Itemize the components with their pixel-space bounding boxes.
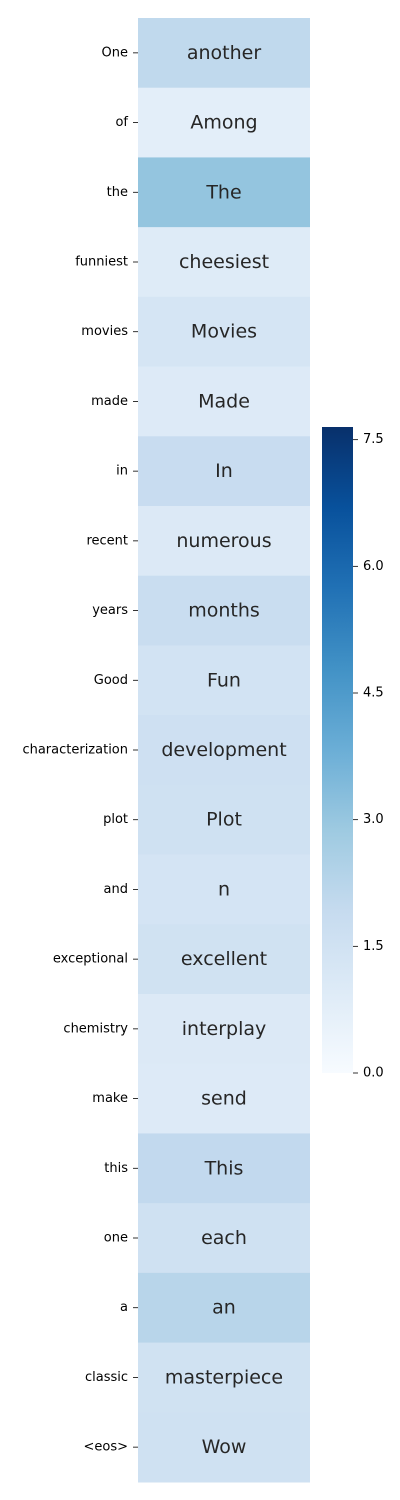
y-tick-label: exceptional bbox=[53, 952, 128, 967]
y-tick-label: funniest bbox=[75, 255, 128, 270]
heatmap-cell bbox=[138, 296, 310, 368]
y-tick-label: years bbox=[92, 603, 128, 618]
heatmap-cell bbox=[138, 227, 310, 298]
colorbar-tick-label: 7.5 bbox=[363, 432, 384, 447]
colorbar: 0.0 1.5 3.0 4.5 6.0 7.5 bbox=[322, 427, 384, 1081]
cell-annotation: Among bbox=[190, 112, 257, 134]
heatmap-cell bbox=[138, 924, 310, 995]
cell-annotation: send bbox=[201, 1088, 247, 1110]
heatmap-cell bbox=[138, 366, 310, 437]
colorbar-gradient bbox=[322, 427, 353, 1073]
cell-annotation: cheesiest bbox=[179, 251, 269, 273]
colorbar-tick-label: 4.5 bbox=[363, 686, 384, 701]
y-tick-label: in bbox=[116, 464, 128, 479]
cell-annotation: masterpiece bbox=[165, 1366, 283, 1388]
y-tick-label: one bbox=[104, 1231, 128, 1246]
y-tick-label: Good bbox=[94, 673, 128, 688]
heatmap-cell bbox=[138, 506, 310, 577]
cell-annotation: excellent bbox=[181, 948, 267, 970]
cell-annotation: In bbox=[215, 460, 233, 482]
colorbar-tick-label: 3.0 bbox=[363, 812, 384, 827]
heatmap-cell bbox=[138, 784, 310, 856]
y-tick-label: recent bbox=[86, 533, 128, 548]
y-tick-label: chemistry bbox=[63, 1021, 128, 1036]
cell-annotation: numerous bbox=[176, 530, 271, 552]
y-tick-label: plot bbox=[103, 812, 128, 827]
heatmap-grid: another Among The cheesiest Movies Made In nume… bbox=[138, 18, 310, 1483]
y-tick-label: classic bbox=[85, 1370, 128, 1385]
cell-annotation: This bbox=[204, 1157, 244, 1179]
y-tick-label: One bbox=[102, 45, 128, 60]
cell-annotation: Plot bbox=[206, 809, 242, 831]
colorbar-tick-label: 6.0 bbox=[363, 559, 384, 574]
heatmap-cell bbox=[138, 575, 310, 646]
cell-annotation: Fun bbox=[207, 669, 241, 691]
heatmap-cell bbox=[138, 436, 310, 507]
cell-annotation: The bbox=[205, 181, 241, 203]
y-tick-label: this bbox=[104, 1161, 128, 1176]
y-axis: One of the funniest movies made in recent years G… bbox=[22, 45, 138, 1455]
cell-annotation: n bbox=[218, 878, 230, 900]
cell-annotation: Made bbox=[198, 390, 250, 412]
y-tick-label: movies bbox=[81, 324, 128, 339]
cell-annotation: Wow bbox=[202, 1436, 247, 1458]
heatmap-cell bbox=[138, 157, 310, 228]
heatmap-cell bbox=[138, 994, 310, 1065]
cell-annotation: an bbox=[212, 1297, 236, 1319]
y-tick-label: of bbox=[115, 115, 128, 130]
y-tick-label: <eos> bbox=[83, 1440, 128, 1455]
heatmap-cell bbox=[138, 1272, 310, 1344]
heatmap-cell bbox=[138, 1412, 310, 1483]
heatmap-cell bbox=[138, 1342, 310, 1413]
heatmap-cell bbox=[138, 18, 310, 89]
heatmap-cell bbox=[138, 87, 310, 158]
cell-annotation: months bbox=[188, 600, 260, 622]
y-tick-label: the bbox=[107, 185, 128, 200]
cell-annotation: Movies bbox=[191, 321, 257, 343]
y-tick-label: characterization bbox=[22, 743, 128, 758]
y-tick-label: a bbox=[120, 1300, 128, 1315]
y-tick-label: made bbox=[91, 394, 128, 409]
heatmap-cell bbox=[138, 1063, 310, 1134]
heatmap-cell bbox=[138, 645, 310, 716]
colorbar-tick-label: 1.5 bbox=[363, 939, 384, 954]
heatmap-cell bbox=[138, 1203, 310, 1274]
cell-annotation: development bbox=[161, 739, 286, 761]
colorbar-tick-label: 0.0 bbox=[363, 1066, 384, 1081]
heatmap-cell bbox=[138, 715, 310, 786]
cell-annotation: interplay bbox=[182, 1018, 267, 1040]
cell-annotation: another bbox=[187, 42, 261, 64]
y-tick-label: and bbox=[104, 882, 128, 897]
heatmap-cell bbox=[138, 854, 310, 925]
y-tick-label: make bbox=[92, 1091, 128, 1106]
cell-annotation: each bbox=[201, 1227, 247, 1249]
heatmap-cell bbox=[138, 1133, 310, 1204]
